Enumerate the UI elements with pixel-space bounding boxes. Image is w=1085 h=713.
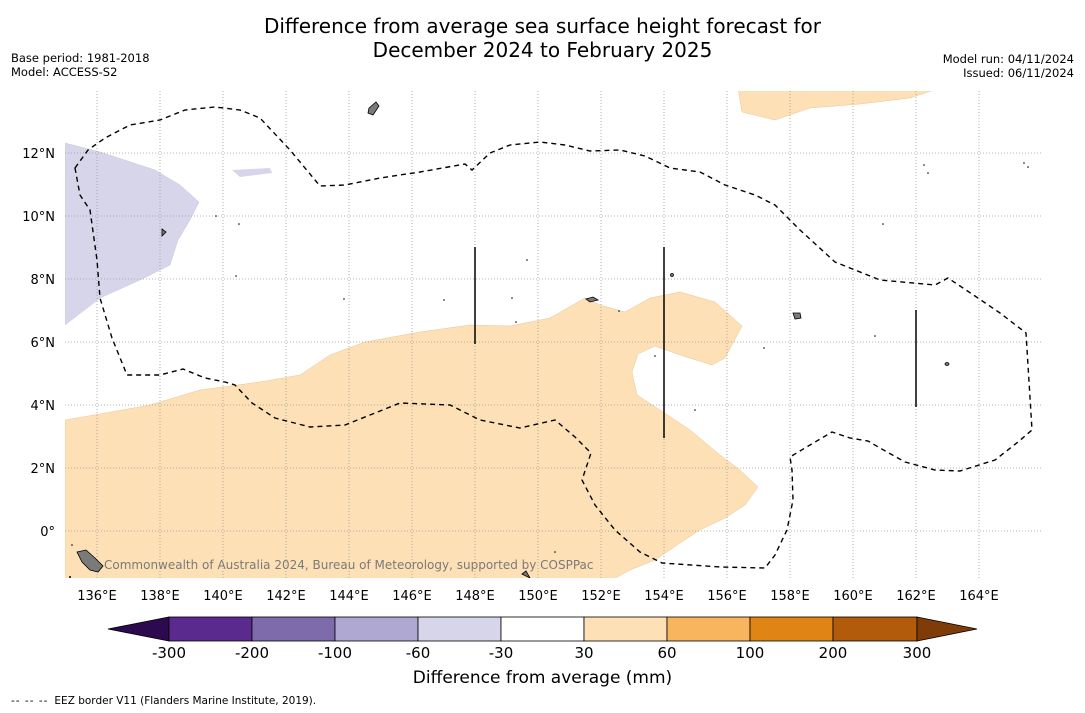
x-tick-label: 150°E bbox=[518, 589, 558, 604]
colorbar-tick-label: 100 bbox=[736, 644, 765, 662]
model-info: Base period: 1981-2018 Model: ACCESS-S2 bbox=[11, 51, 150, 79]
y-tick-label: 8°N bbox=[31, 273, 56, 288]
x-tick-label: 140°E bbox=[203, 589, 243, 604]
y-tick-label: 10°N bbox=[22, 210, 55, 225]
colorbar-bin bbox=[832, 616, 918, 642]
eez-legend-text: EEZ border V11 (Flanders Marine Institut… bbox=[54, 695, 317, 707]
legend-footnote: -- -- -- EEZ border V11 (Flanders Marine … bbox=[11, 695, 316, 707]
run-info: Model run: 04/11/2024 Issued: 06/11/2024 bbox=[943, 52, 1074, 80]
x-tick-label: 154°E bbox=[644, 589, 684, 604]
x-tick-label: 146°E bbox=[392, 589, 432, 604]
x-tick-label: 158°E bbox=[770, 589, 810, 604]
y-tick-label: 2°N bbox=[31, 462, 56, 477]
x-tick-label: 136°E bbox=[77, 589, 117, 604]
x-tick-label: 162°E bbox=[896, 589, 936, 604]
x-tick-label: 148°E bbox=[455, 589, 495, 604]
colorbar-bin bbox=[417, 616, 502, 642]
title-line-2: December 2024 to February 2025 bbox=[372, 38, 713, 62]
eez-legend-dash: -- -- -- bbox=[11, 695, 49, 707]
y-tick-label: 12°N bbox=[22, 147, 55, 162]
negative-anomaly-patch bbox=[232, 168, 272, 177]
colorbar-bin bbox=[500, 616, 585, 642]
x-tick-label: 138°E bbox=[140, 589, 180, 604]
colorbar-tick-label: -100 bbox=[318, 644, 352, 662]
colorbar-label: Difference from average (mm) bbox=[412, 668, 673, 688]
base-period-text: Base period: 1981-2018 bbox=[11, 51, 150, 65]
issued-text: Issued: 06/11/2024 bbox=[963, 66, 1074, 80]
x-tick-label: 142°E bbox=[266, 589, 306, 604]
colorbar-tick-label: 200 bbox=[819, 644, 848, 662]
positive-anomaly-top bbox=[738, 91, 932, 121]
latitude-gridlines bbox=[65, 152, 1043, 532]
colorbar-high-extend bbox=[916, 616, 978, 642]
positive-anomaly-region bbox=[65, 291, 759, 578]
copyright-watermark: Commonwealth of Australia 2024, Bureau o… bbox=[104, 558, 594, 572]
colorbar-tick-label: -200 bbox=[235, 644, 269, 662]
x-tick-label: 156°E bbox=[707, 589, 747, 604]
colorbar-tick-label: 30 bbox=[574, 644, 593, 662]
y-tick-label: 0° bbox=[40, 525, 55, 540]
title-line-1: Difference from average sea surface heig… bbox=[263, 14, 822, 38]
colorbar-bin bbox=[168, 616, 253, 642]
colorbar-low-extend bbox=[107, 616, 170, 642]
model-text: Model: ACCESS-S2 bbox=[11, 65, 118, 79]
y-tick-label: 4°N bbox=[31, 399, 56, 414]
x-tick-label: 152°E bbox=[581, 589, 621, 604]
boundary-lines bbox=[474, 247, 917, 438]
colorbar-tick-label: 300 bbox=[903, 644, 932, 662]
colorbar-tick-label: -300 bbox=[152, 644, 186, 662]
chart-title: Difference from average sea surface heig… bbox=[0, 14, 1085, 62]
colorbar-bin bbox=[251, 616, 336, 642]
colorbar-tick-label: -60 bbox=[406, 644, 431, 662]
small-islets bbox=[69, 162, 1029, 578]
colorbar-bin bbox=[583, 616, 668, 642]
eez-border bbox=[74, 106, 1033, 569]
negative-anomaly-region bbox=[65, 142, 200, 326]
islands bbox=[76, 101, 950, 578]
x-tick-label: 160°E bbox=[833, 589, 873, 604]
x-tick-label: 164°E bbox=[959, 589, 999, 604]
y-tick-label: 6°N bbox=[31, 336, 56, 351]
model-run-text: Model run: 04/11/2024 bbox=[942, 52, 1074, 66]
colorbar-tick-label: 60 bbox=[657, 644, 676, 662]
colorbar-tick-label: -30 bbox=[489, 644, 514, 662]
colorbar-bin bbox=[334, 616, 419, 642]
colorbar-bin bbox=[666, 616, 751, 642]
x-tick-label: 144°E bbox=[329, 589, 369, 604]
colorbar-bin bbox=[749, 616, 834, 642]
